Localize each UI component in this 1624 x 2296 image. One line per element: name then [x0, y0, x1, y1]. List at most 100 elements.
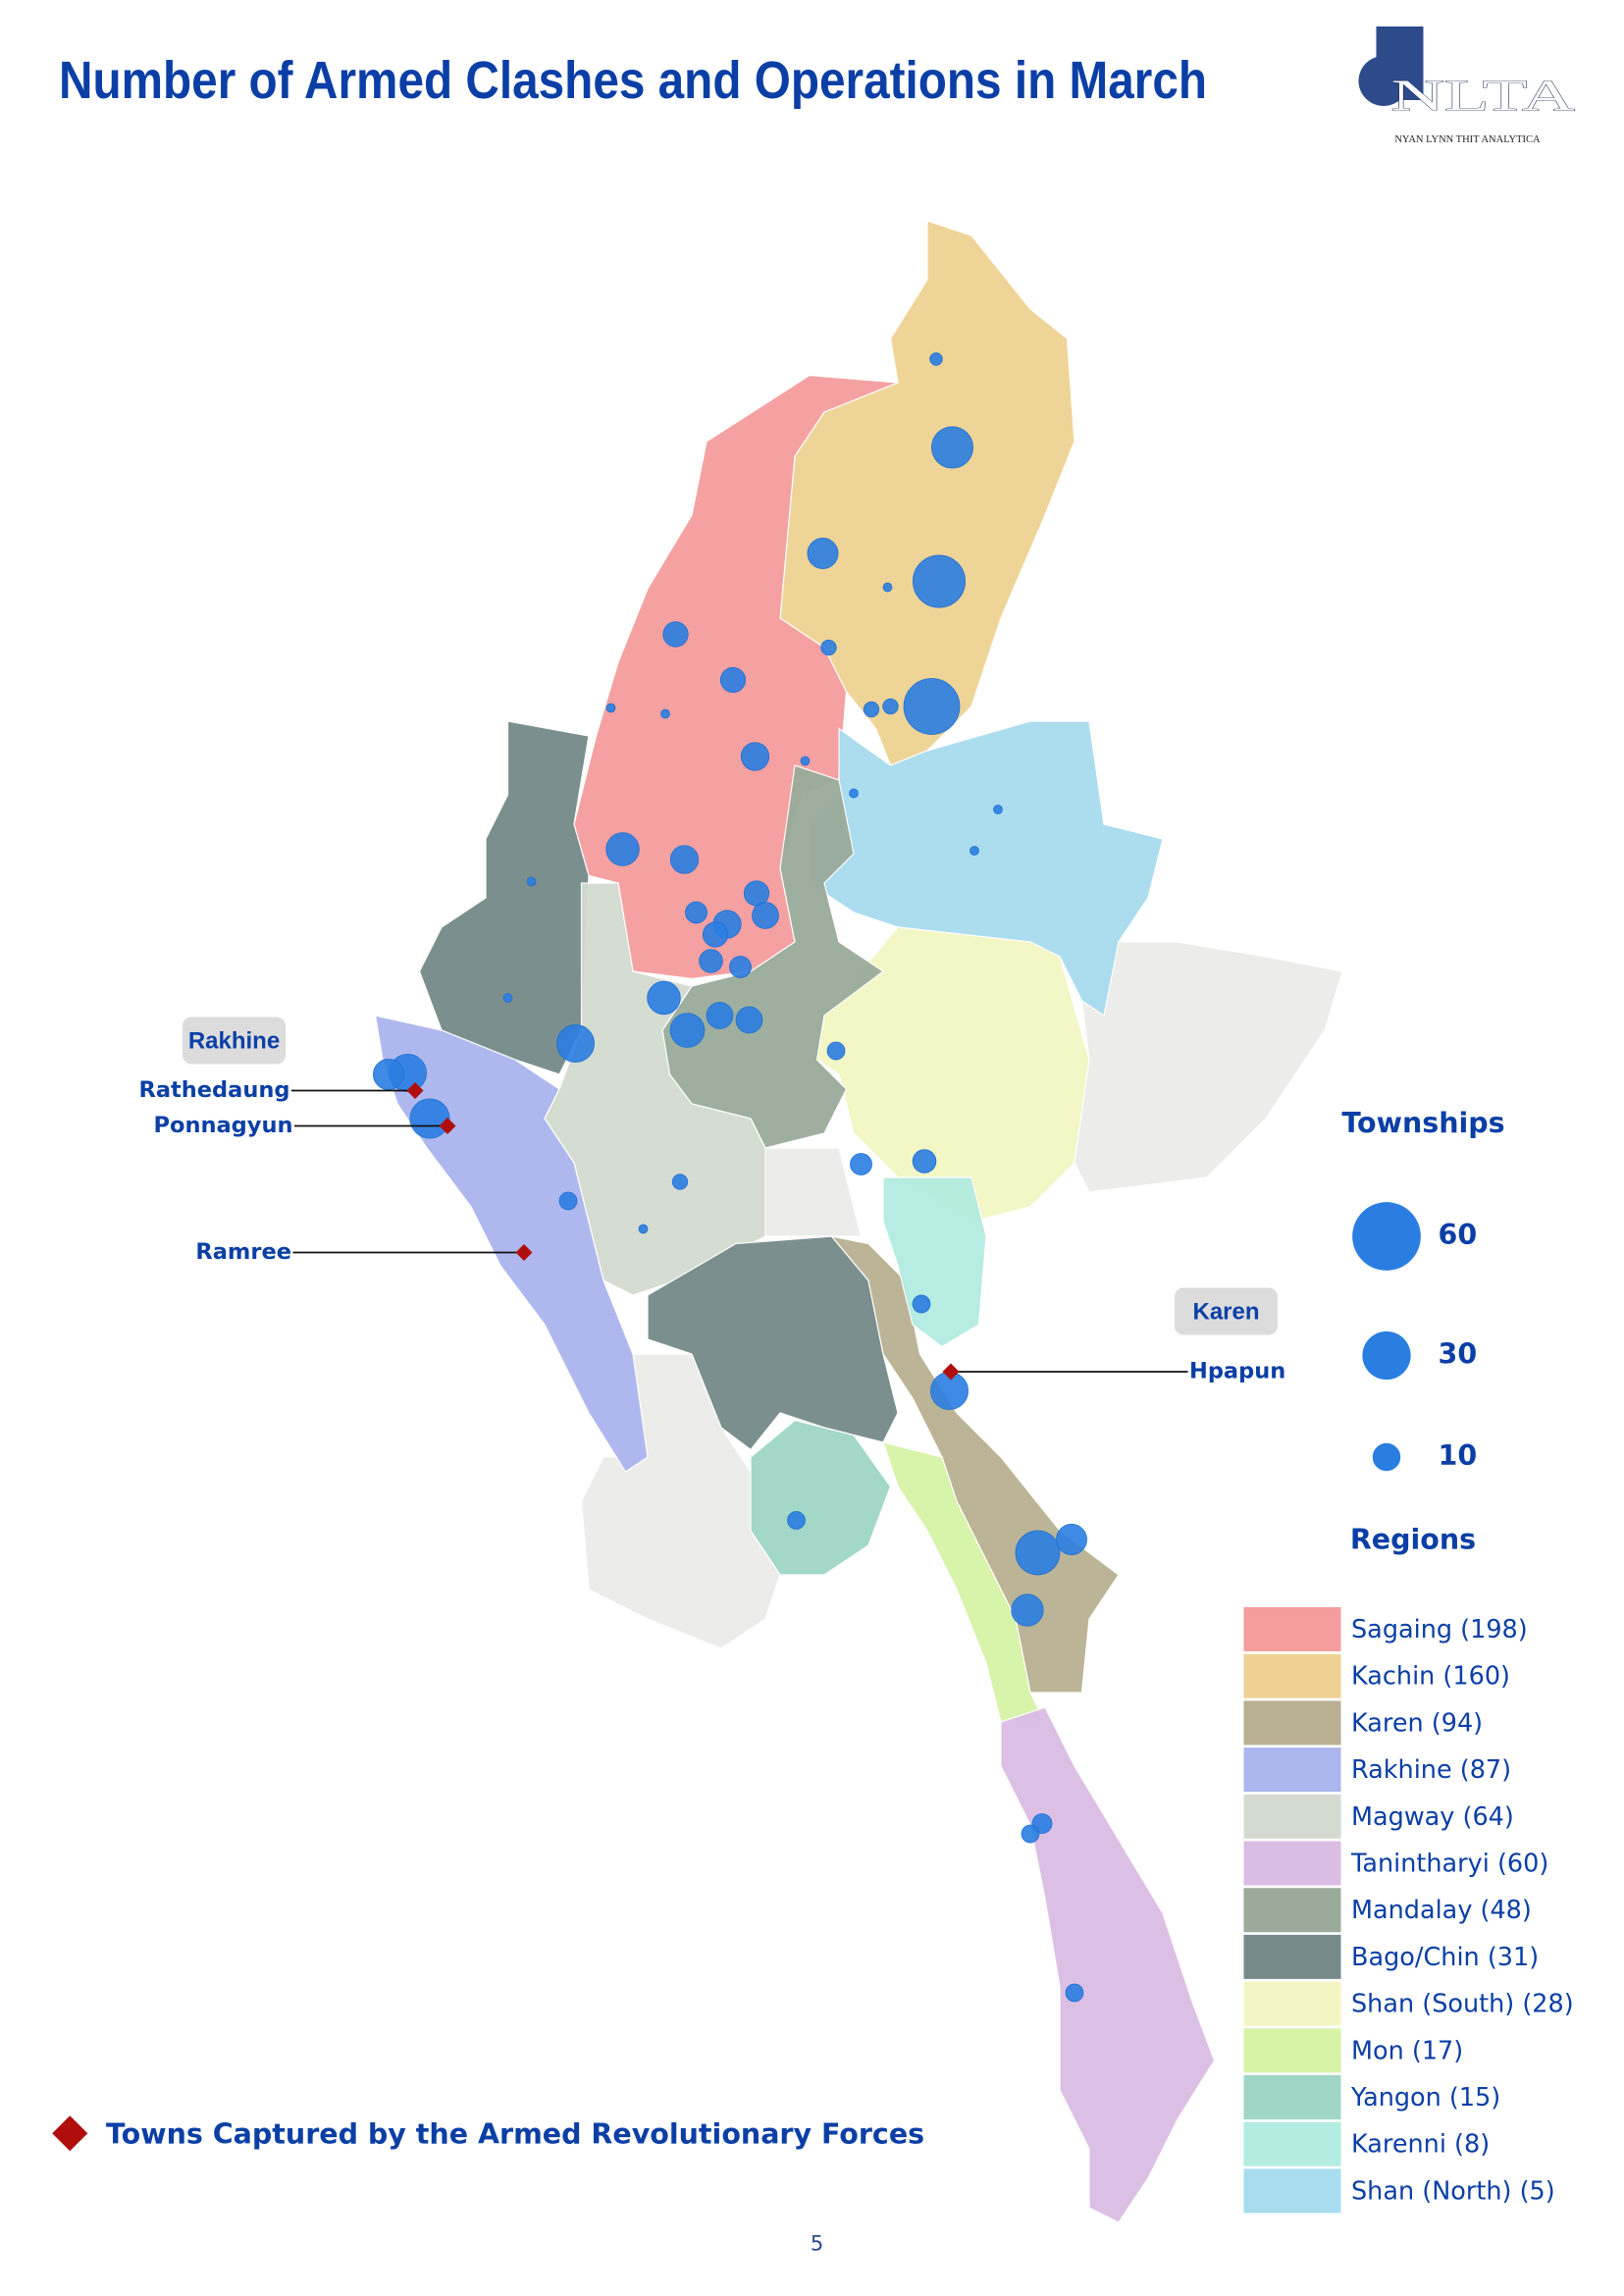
township-bubble — [913, 554, 966, 608]
legend-label: Bago/Chin (31) — [1351, 1943, 1539, 1972]
township-bubble — [1021, 1824, 1040, 1844]
township-bubble — [882, 582, 893, 593]
township-bubble — [826, 1041, 846, 1061]
region — [882, 1176, 987, 1348]
township-bubble — [647, 980, 681, 1016]
township-bubble — [740, 742, 770, 771]
town-label: Rathedaung — [139, 1077, 290, 1103]
region — [1000, 1706, 1216, 2223]
township-bubble — [807, 538, 839, 569]
captured-town — [439, 1118, 456, 1134]
legend-swatch — [1243, 1981, 1341, 2026]
legend-swatch — [1243, 1748, 1341, 1793]
page-number: 5 — [811, 2232, 823, 2256]
captured-town — [406, 1082, 424, 1099]
region — [1074, 941, 1343, 1193]
legend-label: Mandalay (48) — [1351, 1896, 1532, 1925]
township-bubble — [660, 708, 670, 719]
township-bubble — [929, 352, 943, 366]
township-bubble — [719, 666, 747, 694]
township-bubble — [502, 993, 513, 1003]
legend-swatch — [1243, 1794, 1341, 1839]
legend-swatch — [1243, 2121, 1341, 2166]
legend-swatch — [1243, 2075, 1341, 2119]
township-bubble — [669, 1013, 706, 1048]
township-bubble — [409, 1098, 450, 1139]
township-bubble — [702, 921, 729, 948]
legend-label: Yangon (15) — [1350, 2083, 1500, 2113]
township-bubble — [1011, 1593, 1044, 1627]
size-legend-label: 10 — [1439, 1439, 1478, 1472]
logo-mark — [1358, 56, 1409, 106]
region-tag-box — [183, 1017, 287, 1065]
region — [815, 926, 1090, 1223]
township-bubble — [1056, 1524, 1087, 1555]
township-bubble — [931, 426, 973, 469]
regions — [374, 220, 1343, 2223]
size-legend-label: 30 — [1439, 1338, 1478, 1371]
township-bubble — [669, 845, 700, 874]
township-bubble — [863, 701, 880, 718]
township-bubble — [735, 1006, 763, 1034]
town-label: Hpapun — [1189, 1359, 1285, 1384]
township-bubble — [993, 805, 1003, 814]
township-bubble — [373, 1059, 404, 1090]
township-bubble — [699, 949, 723, 973]
township-bubble — [662, 621, 689, 648]
township-bubble — [912, 1149, 937, 1174]
region — [757, 1147, 863, 1237]
township-bubble — [556, 1024, 595, 1063]
township-bubble — [787, 1511, 806, 1530]
legend-label: Karenni (8) — [1351, 2130, 1490, 2160]
town-label: Ramree — [195, 1239, 291, 1265]
legend-label: Kachin (160) — [1351, 1662, 1510, 1692]
township-bubble — [1015, 1530, 1061, 1576]
township-bubble — [671, 1174, 689, 1190]
region — [750, 1419, 892, 1576]
township-bubble — [1065, 1983, 1084, 2003]
township-bubble — [820, 639, 837, 656]
township-bubble — [903, 678, 961, 735]
region-tag: Karen — [1192, 1298, 1259, 1325]
township-bubble — [800, 756, 811, 766]
township-bubble — [729, 956, 752, 978]
township-bubble — [605, 703, 616, 713]
township-bubble — [882, 698, 899, 715]
township-bubble — [558, 1191, 578, 1211]
legend-label: Shan (North) (5) — [1351, 2176, 1555, 2206]
region-tag: Rakhine — [188, 1027, 280, 1054]
region — [580, 1353, 781, 1649]
captured-town — [515, 1244, 533, 1261]
legend-swatch — [1243, 1653, 1341, 1698]
size-legend-title: Townships — [1341, 1107, 1504, 1139]
township-bubble — [526, 876, 537, 887]
legend-swatch — [1243, 2168, 1341, 2214]
legend-swatch — [1243, 1841, 1341, 1886]
township-bubble — [638, 1224, 649, 1234]
township-bubble — [849, 788, 859, 799]
legend-label: Mon (17) — [1351, 2036, 1463, 2065]
captured-town — [942, 1363, 960, 1381]
legend-swatch — [1243, 1700, 1341, 1746]
township-bubble — [850, 1153, 872, 1175]
legend-label: Karen (94) — [1351, 1708, 1483, 1738]
legend-label: Rakhine (87) — [1351, 1755, 1511, 1785]
size-legend-bubble — [1372, 1442, 1401, 1472]
marks: Townships 60 30 10 Regions Sagaing (198) Kachi… — [52, 352, 1574, 2214]
region-legend-title: Regions — [1350, 1524, 1476, 1556]
township-bubble — [912, 1294, 931, 1314]
region — [544, 882, 766, 1296]
size-legend-bubble — [1362, 1331, 1411, 1381]
captured-legend-symbol — [52, 2115, 88, 2152]
township-bubble — [605, 832, 640, 866]
region-tag-box — [1175, 1287, 1279, 1335]
township-bubble — [706, 1002, 734, 1029]
region — [829, 1235, 1120, 1694]
title: Number of Armed Clashes and Operations i… — [59, 51, 1207, 110]
legend-swatch — [1243, 2028, 1341, 2073]
legend-label: Tanintharyi (60) — [1350, 1850, 1548, 1879]
logo: NLTA — [1391, 71, 1576, 120]
legend-swatch — [1243, 1934, 1341, 1979]
